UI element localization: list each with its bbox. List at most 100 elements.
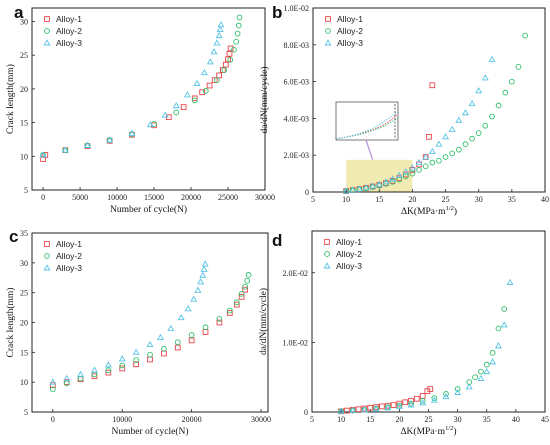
x-tick-label: 0 [41, 193, 45, 202]
data-point [91, 366, 98, 373]
data-point [475, 130, 482, 136]
data-point [242, 283, 248, 290]
x-tick-label: 0 [51, 415, 55, 424]
data-point [147, 356, 153, 363]
data-point [461, 109, 469, 116]
legend-entry: Alloy-1 [325, 14, 363, 24]
data-point [396, 400, 403, 407]
data-point [216, 25, 224, 33]
x-axis-label: ΔK(MPa·m1/2) [401, 205, 457, 217]
data-point [216, 316, 223, 322]
data-point [222, 61, 229, 68]
data-point [379, 403, 385, 410]
x-tick-label: 5000 [72, 193, 88, 202]
panel-label: c [9, 227, 18, 246]
data-point [389, 175, 397, 182]
data-point [206, 58, 214, 65]
data-point [477, 374, 485, 382]
data-point [211, 77, 218, 83]
legend-entry: Alloy-1 [44, 239, 82, 249]
data-point [408, 400, 414, 407]
x-axis-label-sup: 1/2 [446, 205, 454, 212]
data-point [389, 179, 396, 185]
data-point [213, 39, 221, 46]
legend-entry: Alloy-3 [43, 38, 82, 48]
data-point [77, 370, 85, 377]
legend-marker [44, 253, 50, 259]
data-point [448, 125, 456, 132]
data-point [419, 398, 426, 404]
data-point [191, 97, 198, 104]
data-point [408, 398, 414, 404]
legend-label: Alloy-1 [56, 239, 82, 249]
data-point [429, 159, 436, 166]
data-point [449, 150, 456, 157]
data-point [233, 301, 240, 308]
data-point [172, 102, 180, 109]
y-tick-label: 10 [20, 378, 28, 387]
data-point [422, 153, 430, 160]
inset-series-alloy-2 [335, 117, 399, 140]
legend-marker [44, 241, 50, 247]
x-tick-label: 15 [366, 415, 374, 424]
data-point [472, 374, 478, 381]
data-point [419, 393, 426, 399]
data-point [234, 30, 241, 37]
x-tick-label: 25000 [218, 193, 238, 202]
data-point [201, 260, 209, 267]
data-point [244, 277, 251, 284]
data-point [390, 402, 397, 408]
data-point [233, 299, 240, 306]
data-point [233, 38, 240, 45]
y-tick-label: 30 [20, 17, 28, 26]
x-tick-label: 20 [395, 415, 403, 424]
data-point [482, 122, 489, 129]
x-tick-label: 40 [512, 415, 520, 424]
y-tick-label: 2.0E-02 [282, 269, 308, 278]
data-point [349, 406, 357, 414]
data-point [367, 404, 374, 411]
data-point [372, 405, 380, 412]
data-point [501, 306, 508, 312]
data-point [174, 339, 181, 346]
data-point [183, 91, 191, 98]
data-point [174, 344, 181, 351]
x-tick-label: 45 [541, 415, 549, 424]
data-point [355, 185, 363, 192]
data-point [355, 406, 362, 413]
data-point [469, 135, 475, 142]
data-point [488, 55, 496, 62]
legend-label: Alloy-3 [337, 38, 363, 48]
data-point [161, 350, 167, 357]
data-point [369, 182, 377, 189]
data-point [132, 348, 140, 355]
data-point [105, 369, 112, 376]
x-tick-label: 15000 [144, 193, 164, 202]
data-point [118, 355, 126, 362]
data-point [522, 32, 528, 39]
data-point [238, 293, 245, 300]
data-point [133, 361, 139, 368]
y-tick-label: 35 [20, 229, 28, 238]
data-point [443, 391, 449, 397]
panel-label: a [14, 3, 24, 22]
data-point [483, 367, 491, 375]
data-point [465, 383, 473, 390]
data-point [173, 109, 180, 116]
legend-entry: Alloy-3 [324, 38, 363, 48]
data-point [119, 362, 126, 369]
data-point [180, 104, 187, 110]
y-tick-label: 25 [20, 289, 28, 298]
legend-label: Alloy-1 [336, 237, 362, 247]
data-point [49, 386, 56, 393]
data-point [442, 133, 450, 140]
data-point [481, 74, 489, 81]
data-point [221, 67, 228, 73]
legend-marker [44, 28, 50, 34]
y-tick-label: 10 [20, 152, 28, 161]
x-tick-label: 25 [425, 415, 433, 424]
y-tick-label: 6.0E-03 [283, 78, 309, 87]
data-point [442, 154, 449, 160]
data-point [478, 368, 484, 375]
y-axis-label: Crack length(mm) [5, 288, 16, 358]
